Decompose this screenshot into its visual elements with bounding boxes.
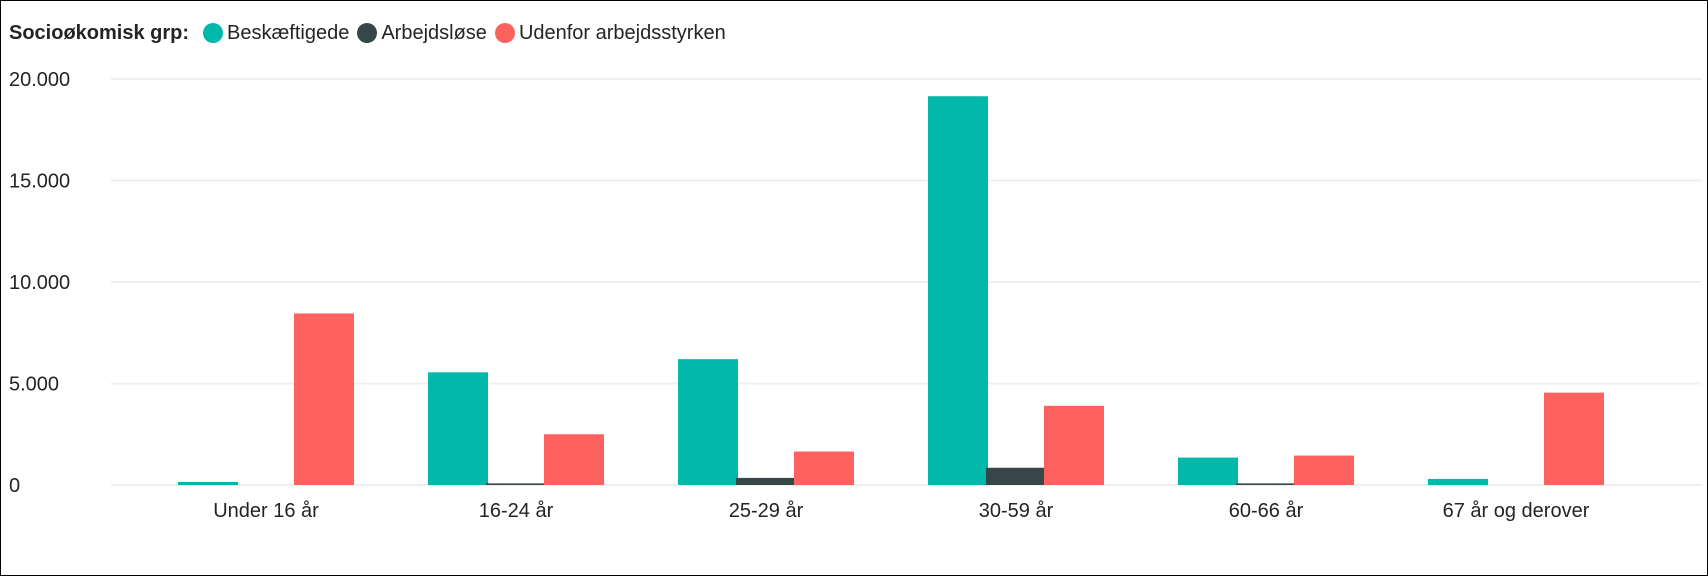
bar[interactable] <box>986 467 1046 485</box>
y-tick-label: 0 <box>9 475 20 497</box>
bar[interactable] <box>1294 455 1354 485</box>
y-axis: 0 5.000 10.000 15.000 20.000 <box>9 69 70 497</box>
bar[interactable] <box>736 477 796 485</box>
x-tick-label: 30-59 år <box>979 500 1054 522</box>
bar[interactable] <box>794 451 854 485</box>
legend-label: Arbejdsløse <box>381 21 487 44</box>
legend-item-udenfor[interactable]: Udenfor arbejdsstyrken <box>494 21 726 45</box>
legend-dot-icon <box>494 23 515 43</box>
legend-item-arbejdsloese[interactable]: Arbejdsløse <box>357 22 487 45</box>
y-tick-label: 15.000 <box>9 171 70 193</box>
x-tick-label: 60-66 år <box>1229 500 1304 522</box>
x-axis: Under 16 år 16-24 år 25-29 år 30-59 år 60-66… <box>213 500 1590 522</box>
bar[interactable] <box>294 313 354 485</box>
x-tick-label: Under 16 år <box>213 500 319 522</box>
bar[interactable] <box>1236 483 1296 485</box>
bar[interactable] <box>678 359 738 485</box>
y-tick-label: 20.000 <box>9 69 70 91</box>
x-tick-label: 16-24 år <box>479 500 554 522</box>
bar[interactable] <box>1178 457 1238 485</box>
bars <box>178 96 1604 485</box>
bar[interactable] <box>1544 392 1604 485</box>
legend-dot-icon <box>357 23 378 43</box>
legend-dot-icon <box>203 23 224 43</box>
bar[interactable] <box>1428 478 1488 485</box>
legend-label: Udenfor arbejdsstyrken <box>518 21 726 44</box>
bar[interactable] <box>1044 405 1104 485</box>
legend: Socioøkomisk grp: Beskæftigede Arbejdslø… <box>9 21 734 45</box>
bar[interactable] <box>486 483 546 485</box>
y-tick-label: 5.000 <box>9 374 59 396</box>
y-tick-label: 10.000 <box>9 272 70 294</box>
bar[interactable] <box>178 481 238 485</box>
x-tick-label: 25-29 år <box>729 500 804 522</box>
legend-label: Beskæftigede <box>227 21 350 44</box>
x-tick-label: 67 år og derover <box>1443 500 1590 522</box>
legend-title: Socioøkomisk grp: <box>9 21 190 44</box>
bar[interactable] <box>428 372 488 485</box>
bar[interactable] <box>928 96 988 485</box>
bar[interactable] <box>544 434 604 485</box>
legend-item-beskaeftigede[interactable]: Beskæftigede <box>203 22 349 45</box>
